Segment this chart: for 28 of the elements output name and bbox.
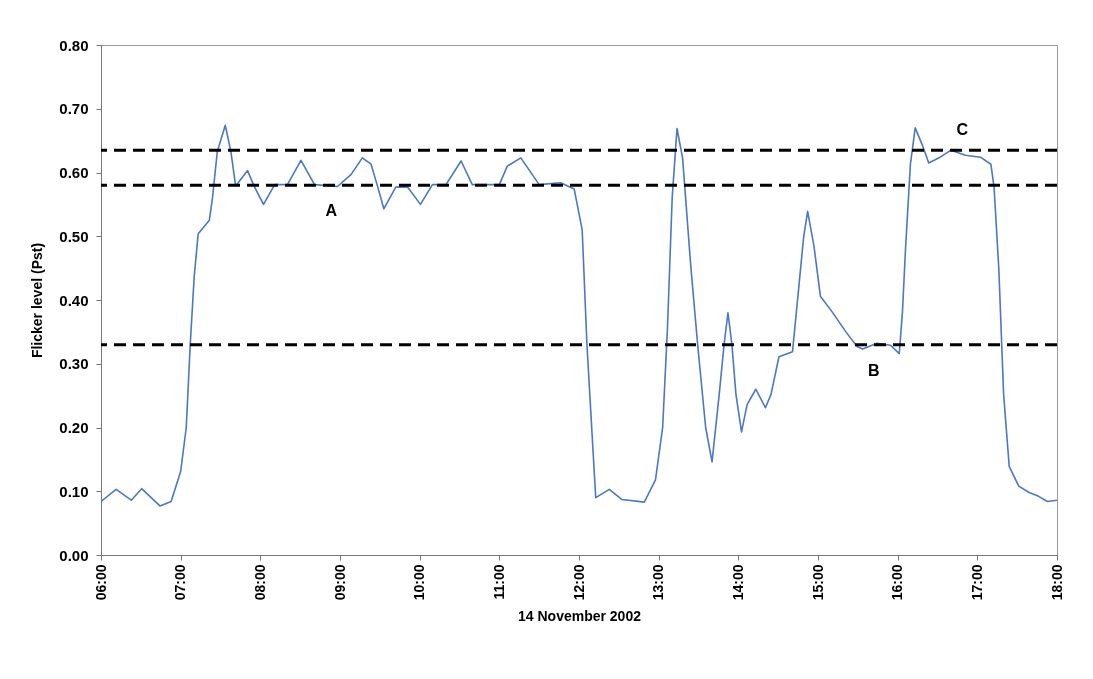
- x-tick-label: 11:00: [490, 564, 507, 600]
- y-tick-label: 0.00: [59, 546, 89, 564]
- x-tick-label: 16:00: [889, 564, 906, 601]
- x-axis-title: 14 November 2002: [518, 608, 642, 625]
- y-tick-label: 0.40: [59, 291, 89, 309]
- annotation: A: [325, 202, 338, 220]
- y-tick-label: 0.70: [59, 100, 89, 118]
- x-tick-label: 06:00: [92, 564, 109, 601]
- y-tick-label: 0.60: [59, 164, 89, 181]
- y-tick-label: 0.50: [59, 227, 89, 245]
- x-tick-label: 09:00: [331, 564, 348, 601]
- x-tick-label: 15:00: [809, 564, 826, 601]
- y-axis-title: Flicker level (Pst): [29, 242, 46, 359]
- annotation: B: [867, 361, 880, 379]
- y-tick-label: 0.10: [59, 482, 89, 500]
- annotation: C: [956, 121, 969, 139]
- x-tick-label: 12:00: [570, 564, 587, 601]
- x-tick-label: 08:00: [251, 564, 268, 601]
- x-tick-label: 17:00: [968, 564, 985, 601]
- x-tick-label: 10:00: [411, 564, 428, 601]
- line-series: [101, 124, 1057, 507]
- x-tick-label: 14:00: [729, 564, 746, 601]
- y-tick-label: 0.20: [59, 419, 89, 436]
- x-tick-label: 18:00: [1048, 564, 1065, 601]
- y-tick-label: 0.30: [59, 355, 89, 373]
- x-tick-label: 13:00: [650, 564, 667, 601]
- x-tick-label: 07:00: [172, 564, 189, 601]
- y-tick-label: 0.80: [59, 36, 89, 54]
